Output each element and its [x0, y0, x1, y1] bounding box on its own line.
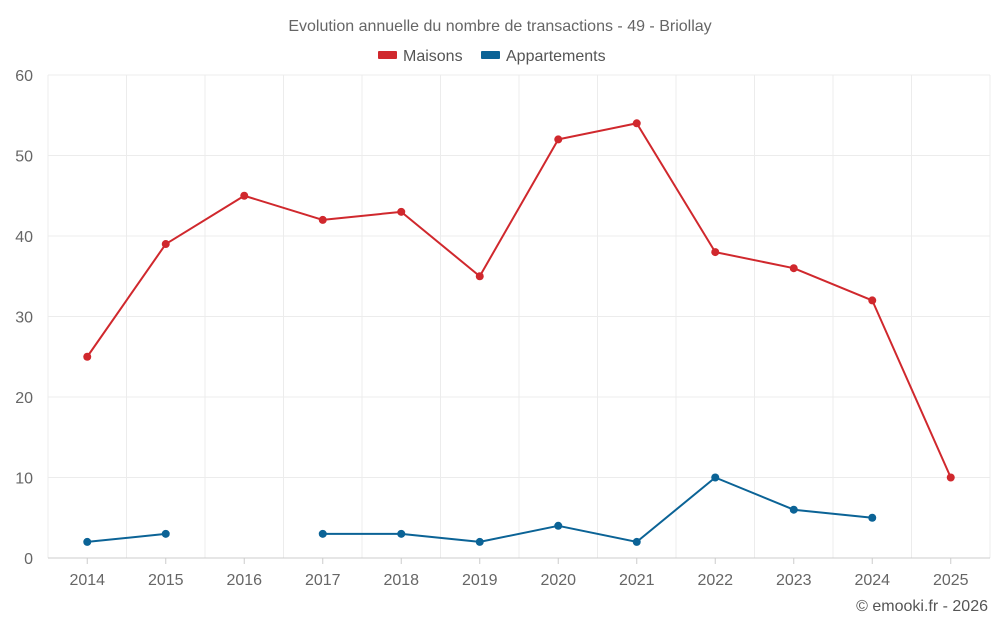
data-point-maisons[interactable] — [711, 248, 720, 257]
x-tick-label: 2015 — [148, 572, 184, 589]
x-tick-label: 2023 — [776, 572, 812, 589]
legend-label-appartements: Appartements — [506, 48, 606, 65]
x-tick-label: 2020 — [540, 572, 576, 589]
data-point-maisons[interactable] — [83, 352, 92, 361]
legend-swatch-appartements — [481, 51, 500, 59]
x-tick-label: 2017 — [305, 572, 341, 589]
data-point-appartements[interactable] — [632, 537, 641, 546]
x-tick-label: 2022 — [697, 572, 733, 589]
data-point-maisons[interactable] — [789, 264, 798, 273]
data-point-maisons[interactable] — [240, 191, 249, 200]
data-point-maisons[interactable] — [868, 296, 877, 305]
y-tick-label: 40 — [15, 229, 33, 246]
data-point-maisons[interactable] — [318, 215, 327, 224]
x-tick-label: 2014 — [69, 572, 105, 589]
data-point-appartements[interactable] — [475, 537, 484, 546]
data-point-appartements[interactable] — [83, 537, 92, 546]
data-point-maisons[interactable] — [397, 207, 406, 216]
y-tick-label: 0 — [24, 551, 33, 568]
data-point-appartements[interactable] — [397, 529, 406, 538]
axes: 0 10 20 30 40 50 60 2014 2015 2016 2017 2018 2019 202… — [15, 68, 990, 589]
credit-text: © emooki.fr - 2026 — [856, 598, 988, 615]
x-tick-label: 2018 — [383, 572, 419, 589]
series-line-appartements — [322, 476, 873, 543]
data-point-appartements[interactable] — [868, 513, 877, 522]
legend-label-maisons: Maisons — [403, 48, 463, 65]
x-tick-label: 2024 — [854, 572, 890, 589]
y-tick-label: 60 — [15, 68, 33, 85]
grid — [47, 74, 991, 558]
series-line-appartements — [87, 532, 166, 543]
y-tick-label: 10 — [15, 471, 33, 488]
x-tick-label: 2025 — [933, 572, 969, 589]
data-point-appartements[interactable] — [789, 505, 798, 514]
x-tick-label: 2019 — [462, 572, 498, 589]
data-point-appartements[interactable] — [318, 529, 327, 538]
series-line-maisons — [86, 122, 952, 478]
legend: Maisons Appartements — [378, 48, 606, 65]
data-point-maisons[interactable] — [554, 135, 563, 144]
series-layer — [83, 119, 955, 546]
x-tick-label: 2021 — [619, 572, 655, 589]
legend-swatch-maisons — [378, 51, 397, 59]
y-tick-label: 30 — [15, 310, 33, 327]
data-point-maisons[interactable] — [946, 473, 955, 482]
data-point-maisons[interactable] — [161, 240, 170, 249]
chart-title: Evolution annuelle du nombre de transact… — [288, 18, 711, 35]
y-tick-label: 50 — [15, 149, 33, 166]
data-point-appartements[interactable] — [161, 529, 170, 538]
data-point-maisons[interactable] — [475, 272, 484, 281]
y-tick-label: 20 — [15, 390, 33, 407]
x-tick-label: 2016 — [226, 572, 262, 589]
data-point-maisons[interactable] — [632, 119, 641, 128]
data-point-appartements[interactable] — [554, 521, 563, 530]
data-point-appartements[interactable] — [711, 473, 720, 482]
